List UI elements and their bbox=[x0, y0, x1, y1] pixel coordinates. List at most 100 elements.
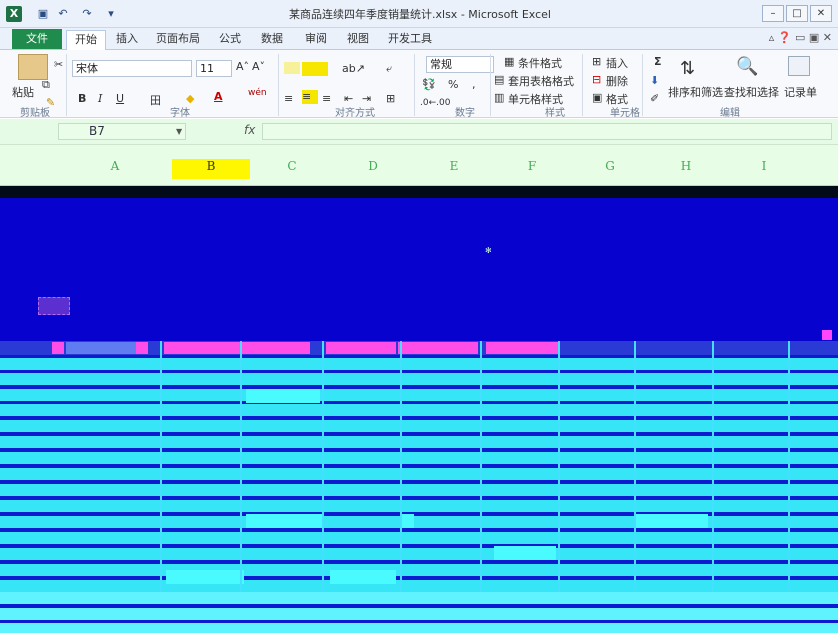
conditional-format-button[interactable]: 条件格式 bbox=[518, 57, 562, 70]
format-painter-icon[interactable]: ✎ bbox=[46, 96, 56, 109]
delete-cells-button[interactable]: 删除 bbox=[606, 75, 628, 88]
tab-formulas[interactable]: 公式 bbox=[219, 32, 241, 45]
align-left-icon[interactable]: ≡ bbox=[284, 92, 294, 105]
border-icon[interactable]: 田 bbox=[150, 94, 161, 107]
cell-highlight[interactable] bbox=[402, 514, 414, 528]
delete-cells-icon[interactable]: ⊟ bbox=[592, 73, 602, 86]
insert-cells-button[interactable]: 插入 bbox=[606, 57, 628, 70]
italic-button[interactable]: I bbox=[98, 92, 103, 105]
find-select-button[interactable]: 查找和选择 bbox=[724, 86, 779, 99]
paste-icon[interactable] bbox=[18, 54, 48, 80]
records-button[interactable]: 记录单 bbox=[784, 86, 817, 99]
phonetic-button[interactable]: wén bbox=[248, 88, 267, 98]
tab-home[interactable]: 开始 bbox=[66, 30, 106, 50]
column-header-e[interactable]: E bbox=[449, 159, 459, 173]
shrink-font-icon[interactable]: A˅ bbox=[252, 60, 266, 73]
align-center-icon[interactable]: ≡ bbox=[302, 90, 318, 104]
name-box[interactable]: B7 bbox=[58, 123, 186, 140]
table-row[interactable] bbox=[0, 436, 838, 448]
tab-insert[interactable]: 插入 bbox=[116, 32, 138, 45]
table-row[interactable] bbox=[0, 516, 838, 528]
merge-center-icon[interactable]: ⊞ bbox=[386, 92, 396, 105]
wrap-text-icon[interactable]: ⤶ bbox=[386, 62, 393, 75]
column-header-c[interactable]: C bbox=[287, 159, 297, 173]
copy-icon[interactable]: ⧉ bbox=[42, 78, 50, 91]
fill-icon[interactable]: ⬇ bbox=[650, 74, 660, 87]
increase-indent-icon[interactable]: ⇥ bbox=[362, 92, 372, 105]
table-format-button[interactable]: 套用表格格式 bbox=[508, 75, 574, 88]
bold-button[interactable]: B bbox=[78, 92, 87, 105]
column-header-f[interactable]: F bbox=[527, 159, 537, 173]
column-header-h[interactable]: H bbox=[680, 159, 692, 173]
save-icon[interactable]: ▣ bbox=[37, 7, 49, 20]
table-row[interactable] bbox=[0, 420, 838, 432]
excel-app-icon[interactable]: X bbox=[6, 6, 22, 22]
insert-cells-icon[interactable]: ⊞ bbox=[592, 55, 602, 68]
restore-button[interactable]: □ bbox=[786, 5, 808, 22]
column-header-i[interactable]: I bbox=[761, 159, 767, 173]
percent-button[interactable]: % bbox=[448, 78, 459, 91]
table-row[interactable] bbox=[0, 468, 838, 480]
undo-icon[interactable]: ↶ bbox=[58, 7, 68, 20]
resize-handle-icon[interactable] bbox=[822, 330, 832, 340]
decrease-indent-icon[interactable]: ⇤ bbox=[344, 92, 354, 105]
sort-filter-button[interactable]: 排序和筛选 bbox=[668, 86, 723, 99]
format-cells-icon[interactable]: ▣ bbox=[592, 91, 603, 104]
embedded-object[interactable] bbox=[38, 297, 70, 315]
font-name-select[interactable]: 宋体 bbox=[72, 60, 192, 77]
number-format-select[interactable]: 常规 bbox=[426, 56, 494, 73]
font-color-button[interactable]: A bbox=[214, 90, 223, 103]
table-row[interactable] bbox=[0, 548, 838, 560]
cell-styles-icon[interactable]: ▥ bbox=[494, 91, 505, 104]
cut-icon[interactable]: ✂ bbox=[54, 58, 64, 71]
cell-styles-button[interactable]: 单元格样式 bbox=[508, 93, 563, 106]
increase-decimal-icon[interactable]: .0←.00 bbox=[420, 98, 451, 108]
cell-highlight[interactable] bbox=[330, 570, 396, 584]
name-box-dropdown-icon[interactable]: ▼ bbox=[176, 127, 183, 136]
table-row[interactable] bbox=[0, 452, 838, 464]
align-middle-icon[interactable] bbox=[302, 62, 328, 76]
underline-button[interactable]: U bbox=[116, 92, 125, 105]
table-row[interactable] bbox=[0, 404, 838, 416]
column-header-b[interactable]: B bbox=[172, 159, 250, 179]
minimize-button[interactable]: – bbox=[762, 5, 784, 22]
table-row[interactable] bbox=[0, 484, 838, 496]
cell-highlight[interactable] bbox=[246, 514, 322, 528]
formula-input[interactable] bbox=[262, 123, 832, 140]
align-right-icon[interactable]: ≡ bbox=[322, 92, 332, 105]
column-header-a[interactable]: A bbox=[110, 159, 120, 173]
fill-color-icon[interactable]: ◆ bbox=[186, 92, 195, 105]
tab-developer[interactable]: 开发工具 bbox=[388, 32, 432, 45]
tab-view[interactable]: 视图 bbox=[347, 32, 369, 45]
cell-highlight[interactable] bbox=[636, 514, 708, 528]
cell-highlight[interactable] bbox=[494, 546, 556, 560]
tab-data[interactable]: 数据 bbox=[261, 32, 283, 45]
format-cells-button[interactable]: 格式 bbox=[606, 93, 628, 106]
conditional-format-icon[interactable]: ▦ bbox=[504, 55, 515, 68]
table-row[interactable] bbox=[0, 358, 838, 370]
column-header-d[interactable]: D bbox=[368, 159, 378, 173]
orientation-icon[interactable]: ab↗ bbox=[342, 62, 365, 75]
sort-filter-icon[interactable]: ⇅ bbox=[680, 58, 696, 79]
table-row[interactable] bbox=[0, 389, 838, 401]
help-icon[interactable]: ▵ ❓ ▭ ▣ ✕ bbox=[768, 31, 832, 44]
tab-page-layout[interactable]: 页面布局 bbox=[156, 32, 200, 45]
insert-function-icon[interactable]: fx bbox=[244, 123, 256, 137]
autosum-button[interactable]: Σ bbox=[654, 55, 662, 68]
table-format-icon[interactable]: ▤ bbox=[494, 73, 505, 86]
grow-font-icon[interactable]: A˄ bbox=[236, 60, 250, 73]
customize-qat-icon[interactable]: ▾ bbox=[108, 7, 114, 20]
currency-icon[interactable]: 💱 bbox=[422, 78, 436, 91]
comma-button[interactable]: , bbox=[472, 78, 476, 91]
tab-review[interactable]: 审阅 bbox=[305, 32, 327, 45]
align-top-icon[interactable] bbox=[284, 62, 300, 74]
cell-highlight[interactable] bbox=[246, 389, 320, 403]
find-select-icon[interactable]: 🔍 bbox=[736, 56, 759, 77]
redo-icon[interactable]: ↷ bbox=[82, 7, 92, 20]
clear-icon[interactable]: ✐ bbox=[650, 92, 660, 105]
records-icon[interactable] bbox=[788, 56, 810, 76]
cell-highlight[interactable] bbox=[166, 570, 244, 584]
column-header-g[interactable]: G bbox=[605, 159, 615, 173]
font-size-select[interactable]: 11 bbox=[196, 60, 232, 77]
table-row[interactable] bbox=[0, 500, 838, 512]
